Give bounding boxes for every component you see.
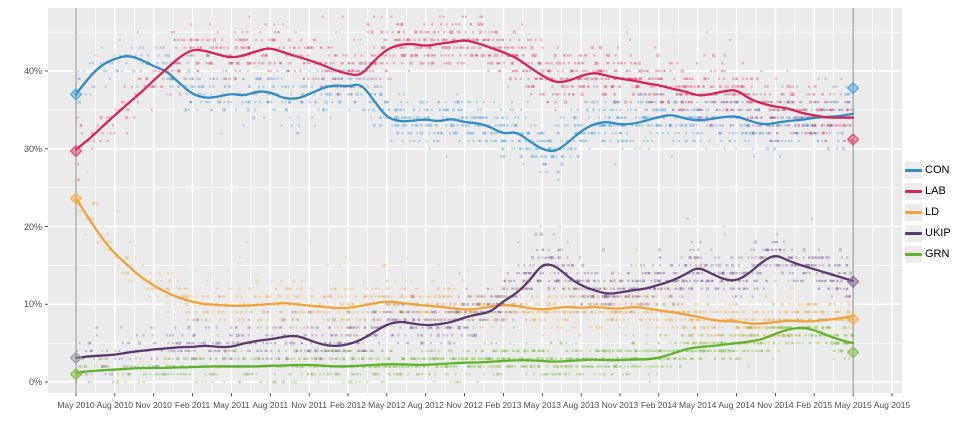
x-tick-label: Aug 2012 bbox=[407, 400, 444, 410]
x-tick-label: Aug 2015 bbox=[873, 400, 911, 410]
con-line-swatch-icon bbox=[905, 169, 922, 172]
x-tick-label: May 2013 bbox=[523, 400, 561, 410]
legend-item-grn: GRN bbox=[905, 244, 951, 265]
y-tick-label: 20% bbox=[23, 221, 42, 232]
legend-item-con: CON bbox=[905, 160, 951, 181]
x-tick-label: May 2010 bbox=[57, 400, 95, 410]
legend-item-ld: LD bbox=[905, 202, 951, 223]
y-tick-label: 10% bbox=[23, 299, 42, 310]
x-tick-label: May 2015 bbox=[834, 400, 872, 410]
legend-item-ukip: UKIP bbox=[905, 223, 951, 244]
legend-label-lab: LAB bbox=[925, 185, 946, 197]
grn-line-swatch-icon bbox=[905, 253, 922, 256]
legend-key-ukip bbox=[905, 225, 922, 242]
x-tick-label: Nov 2014 bbox=[757, 400, 794, 410]
x-tick-label: Feb 2011 bbox=[174, 400, 211, 410]
y-tick-label: 30% bbox=[23, 143, 42, 154]
x-tick-label: Feb 2014 bbox=[640, 400, 677, 410]
legend: CON LAB LD UKIP GRN bbox=[905, 160, 951, 265]
legend-key-lab bbox=[905, 183, 922, 200]
ld-line-swatch-icon bbox=[905, 211, 922, 214]
x-tick-label: Aug 2014 bbox=[718, 400, 755, 410]
x-tick-label: Nov 2011 bbox=[291, 400, 328, 410]
x-tick-label: Feb 2013 bbox=[485, 400, 522, 410]
legend-item-lab: LAB bbox=[905, 181, 951, 202]
legend-key-grn bbox=[905, 246, 922, 263]
legend-label-con: CON bbox=[925, 164, 950, 176]
legend-label-grn: GRN bbox=[925, 248, 950, 260]
x-tick-label: Nov 2010 bbox=[135, 400, 172, 410]
x-tick-label: Aug 2011 bbox=[252, 400, 289, 410]
x-tick-label: Aug 2010 bbox=[96, 400, 134, 410]
y-tick-label: 40% bbox=[23, 66, 42, 76]
legend-key-con bbox=[905, 162, 922, 179]
lab-line-swatch-icon bbox=[905, 190, 922, 193]
x-tick-label: Feb 2015 bbox=[796, 400, 833, 410]
x-tick-label: Nov 2013 bbox=[601, 400, 639, 410]
x-tick-label: May 2012 bbox=[368, 400, 406, 410]
y-tick-label: 0% bbox=[28, 377, 42, 387]
legend-key-ld bbox=[905, 204, 922, 221]
legend-label-ld: LD bbox=[925, 206, 940, 218]
legend-label-ukip: UKIP bbox=[925, 227, 951, 239]
x-tick-label: Aug 2013 bbox=[562, 400, 600, 410]
x-tick-label: Nov 2012 bbox=[446, 400, 483, 410]
ukip-line-swatch-icon bbox=[905, 232, 922, 235]
x-tick-label: May 2011 bbox=[213, 400, 250, 410]
x-tick-label: May 2014 bbox=[679, 400, 717, 410]
x-tick-label: Feb 2012 bbox=[330, 400, 366, 410]
